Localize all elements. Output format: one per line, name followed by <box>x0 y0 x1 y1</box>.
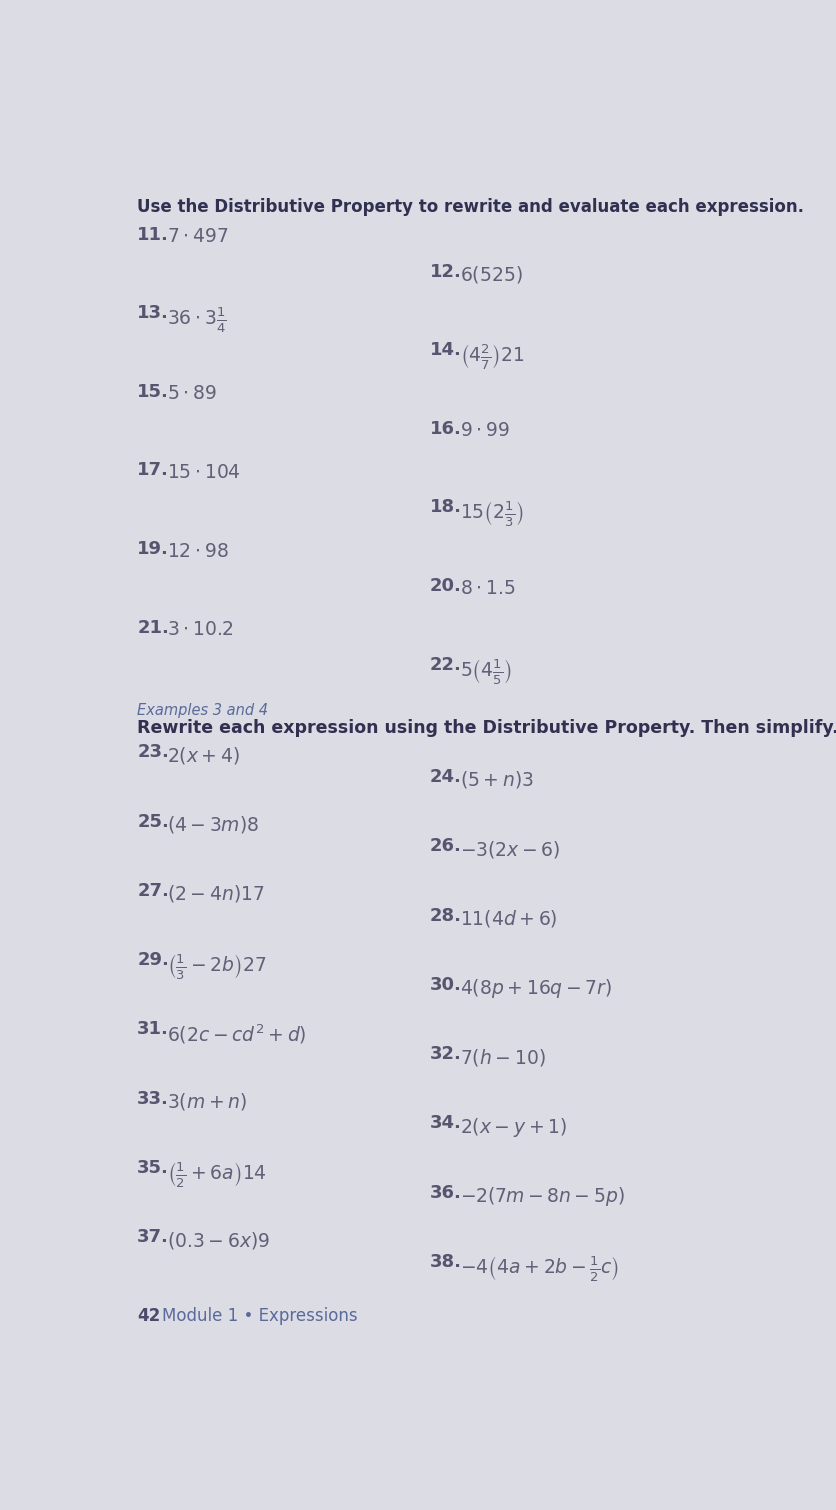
Text: $3(m + n)$: $3(m + n)$ <box>166 1092 247 1113</box>
Text: $2(x - y + 1)$: $2(x - y + 1)$ <box>459 1116 566 1139</box>
Text: 12.: 12. <box>430 263 461 281</box>
Text: 38.: 38. <box>430 1253 461 1271</box>
Text: 36.: 36. <box>430 1184 461 1202</box>
Text: $-4\left(4a + 2b - \frac{1}{2}c\right)$: $-4\left(4a + 2b - \frac{1}{2}c\right)$ <box>459 1255 618 1284</box>
Text: $7 \cdot 497$: $7 \cdot 497$ <box>166 228 227 246</box>
Text: $(2 - 4n)17$: $(2 - 4n)17$ <box>166 883 264 904</box>
Text: $\left(\frac{1}{2} + 6a\right)14$: $\left(\frac{1}{2} + 6a\right)14$ <box>166 1161 266 1190</box>
Text: 11.: 11. <box>137 226 169 243</box>
Text: Rewrite each expression using the Distributive Property. Then simplify.: Rewrite each expression using the Distri… <box>137 719 836 737</box>
Text: 37.: 37. <box>137 1229 169 1246</box>
Text: $-3(2x - 6)$: $-3(2x - 6)$ <box>459 838 559 859</box>
Text: 27.: 27. <box>137 882 169 900</box>
Text: 25.: 25. <box>137 812 169 830</box>
Text: 29.: 29. <box>137 951 169 969</box>
Text: 23.: 23. <box>137 743 169 761</box>
Text: $(5 + n)3$: $(5 + n)3$ <box>459 770 533 790</box>
Text: $8 \cdot 1.5$: $8 \cdot 1.5$ <box>459 578 514 598</box>
Text: 13.: 13. <box>137 305 169 323</box>
Text: $(0.3 - 6x)9$: $(0.3 - 6x)9$ <box>166 1231 269 1250</box>
Text: Examples 3 and 4: Examples 3 and 4 <box>137 704 268 719</box>
Text: 24.: 24. <box>430 769 461 785</box>
Text: 32.: 32. <box>430 1045 461 1063</box>
Text: 20.: 20. <box>430 577 461 595</box>
Text: $9 \cdot 99$: $9 \cdot 99$ <box>459 421 508 441</box>
Text: 22.: 22. <box>430 655 461 673</box>
Text: $36 \cdot 3\frac{1}{4}$: $36 \cdot 3\frac{1}{4}$ <box>166 307 226 335</box>
Text: $\left(4\frac{2}{7}\right)21$: $\left(4\frac{2}{7}\right)21$ <box>459 343 523 373</box>
Text: 18.: 18. <box>430 498 461 516</box>
Text: Module 1 • Expressions: Module 1 • Expressions <box>162 1308 357 1324</box>
Text: 33.: 33. <box>137 1090 169 1108</box>
Text: $12 \cdot 98$: $12 \cdot 98$ <box>166 542 228 560</box>
Text: $2(x + 4)$: $2(x + 4)$ <box>166 744 239 766</box>
Text: 35.: 35. <box>137 1160 169 1178</box>
Text: 42: 42 <box>137 1308 161 1324</box>
Text: $6(525)$: $6(525)$ <box>459 264 522 285</box>
Text: 17.: 17. <box>137 462 169 480</box>
Text: $4(8p + 16q - 7r)$: $4(8p + 16q - 7r)$ <box>459 977 611 1001</box>
Text: 15.: 15. <box>137 384 169 402</box>
Text: 16.: 16. <box>430 420 461 438</box>
Text: $5 \cdot 89$: $5 \cdot 89$ <box>166 385 216 403</box>
Text: $5\left(4\frac{1}{5}\right)$: $5\left(4\frac{1}{5}\right)$ <box>459 657 511 687</box>
Text: 30.: 30. <box>430 975 461 994</box>
Text: Use the Distributive Property to rewrite and evaluate each expression.: Use the Distributive Property to rewrite… <box>137 198 803 216</box>
Text: 14.: 14. <box>430 341 461 359</box>
Text: 26.: 26. <box>430 837 461 855</box>
Text: 28.: 28. <box>430 906 461 924</box>
Text: $15\left(2\frac{1}{3}\right)$: $15\left(2\frac{1}{3}\right)$ <box>459 500 522 530</box>
Text: $11(4d + 6)$: $11(4d + 6)$ <box>459 908 557 929</box>
Text: $\left(\frac{1}{3} - 2b\right)27$: $\left(\frac{1}{3} - 2b\right)27$ <box>166 953 266 982</box>
Text: 19.: 19. <box>137 541 169 559</box>
Text: $(4 - 3m)8$: $(4 - 3m)8$ <box>166 814 258 835</box>
Text: $-2(7m - 8n - 5p)$: $-2(7m - 8n - 5p)$ <box>459 1185 624 1208</box>
Text: 34.: 34. <box>430 1114 461 1132</box>
Text: $3 \cdot 10.2$: $3 \cdot 10.2$ <box>166 621 232 639</box>
Text: $7(h - 10)$: $7(h - 10)$ <box>459 1046 544 1068</box>
Text: $15 \cdot 104$: $15 \cdot 104$ <box>166 464 240 482</box>
Text: 21.: 21. <box>137 619 169 637</box>
Text: $6(2c - cd^2 + d)$: $6(2c - cd^2 + d)$ <box>166 1022 306 1045</box>
Text: 31.: 31. <box>137 1021 169 1039</box>
